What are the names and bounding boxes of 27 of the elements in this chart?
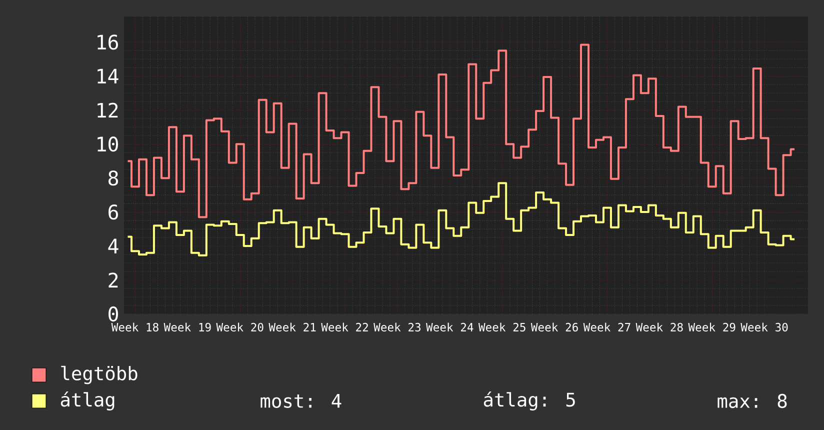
x-tick-label: Week 27 xyxy=(583,322,630,332)
legend-label: legtöbb xyxy=(61,366,138,384)
x-tick-label: Week 21 xyxy=(268,322,316,332)
y-tick-label: 6 xyxy=(108,204,118,220)
y-tick-label: 14 xyxy=(98,68,118,84)
x-tick-label: Week 25 xyxy=(478,322,526,332)
x-tick-label: Week 30 xyxy=(740,322,788,332)
x-tick-label: Week 19 xyxy=(164,322,211,332)
x-tick-label: Week 18 xyxy=(111,322,158,332)
y-tick-label: 8 xyxy=(108,170,118,186)
text: max: 8 xyxy=(718,394,787,408)
x-tick-label: Week 23 xyxy=(374,322,420,332)
legend-label: átlag xyxy=(60,392,114,410)
y-tick-label: 12 xyxy=(98,102,118,118)
y-tick-label: 16 xyxy=(98,34,118,50)
x-tick-label: Week 26 xyxy=(530,322,578,332)
y-tick-label: 0 xyxy=(108,306,118,322)
y-tick-label: 10 xyxy=(98,136,118,152)
y-tick-label: 2 xyxy=(108,272,118,288)
text: most: 4 xyxy=(260,394,342,408)
y-tick-label: 4 xyxy=(108,238,118,254)
x-tick-label: Week 29 xyxy=(688,322,736,332)
x-tick-label: Week 20 xyxy=(216,322,264,332)
x-tick-label: Week 24 xyxy=(426,322,474,332)
x-tick-label: Week 22 xyxy=(321,322,368,332)
x-tick-label: Week 28 xyxy=(636,322,683,332)
text: átlag: 5 xyxy=(484,392,575,410)
